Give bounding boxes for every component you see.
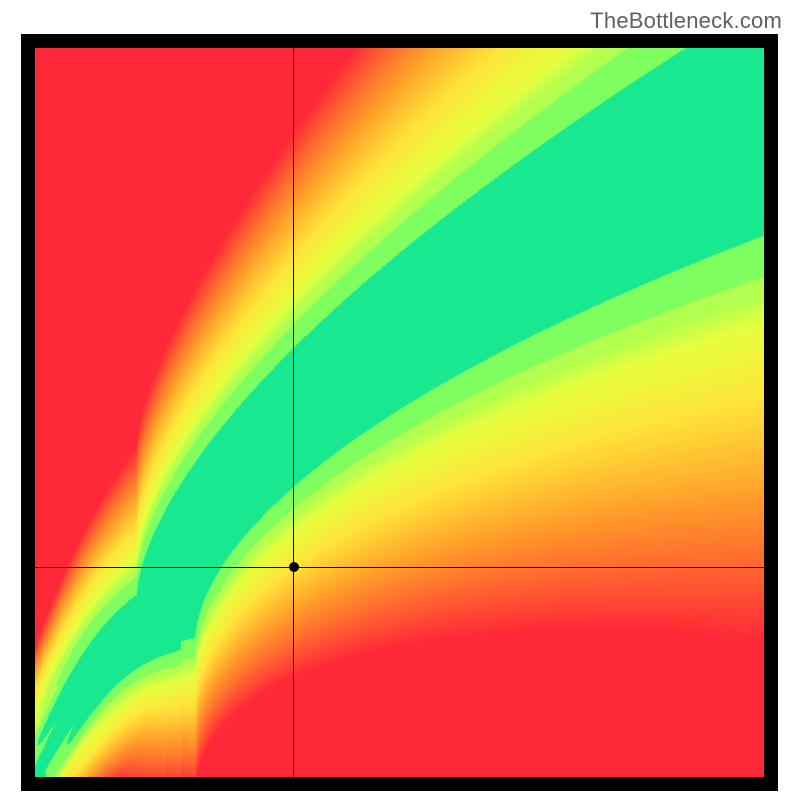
bottleneck-heatmap <box>35 48 764 777</box>
crosshair-vertical <box>293 48 294 777</box>
crosshair-horizontal <box>35 567 764 568</box>
current-config-marker <box>289 562 299 572</box>
plot-area <box>35 48 764 777</box>
attribution-text: TheBottleneck.com <box>590 8 782 34</box>
plot-outer-frame <box>21 34 778 791</box>
